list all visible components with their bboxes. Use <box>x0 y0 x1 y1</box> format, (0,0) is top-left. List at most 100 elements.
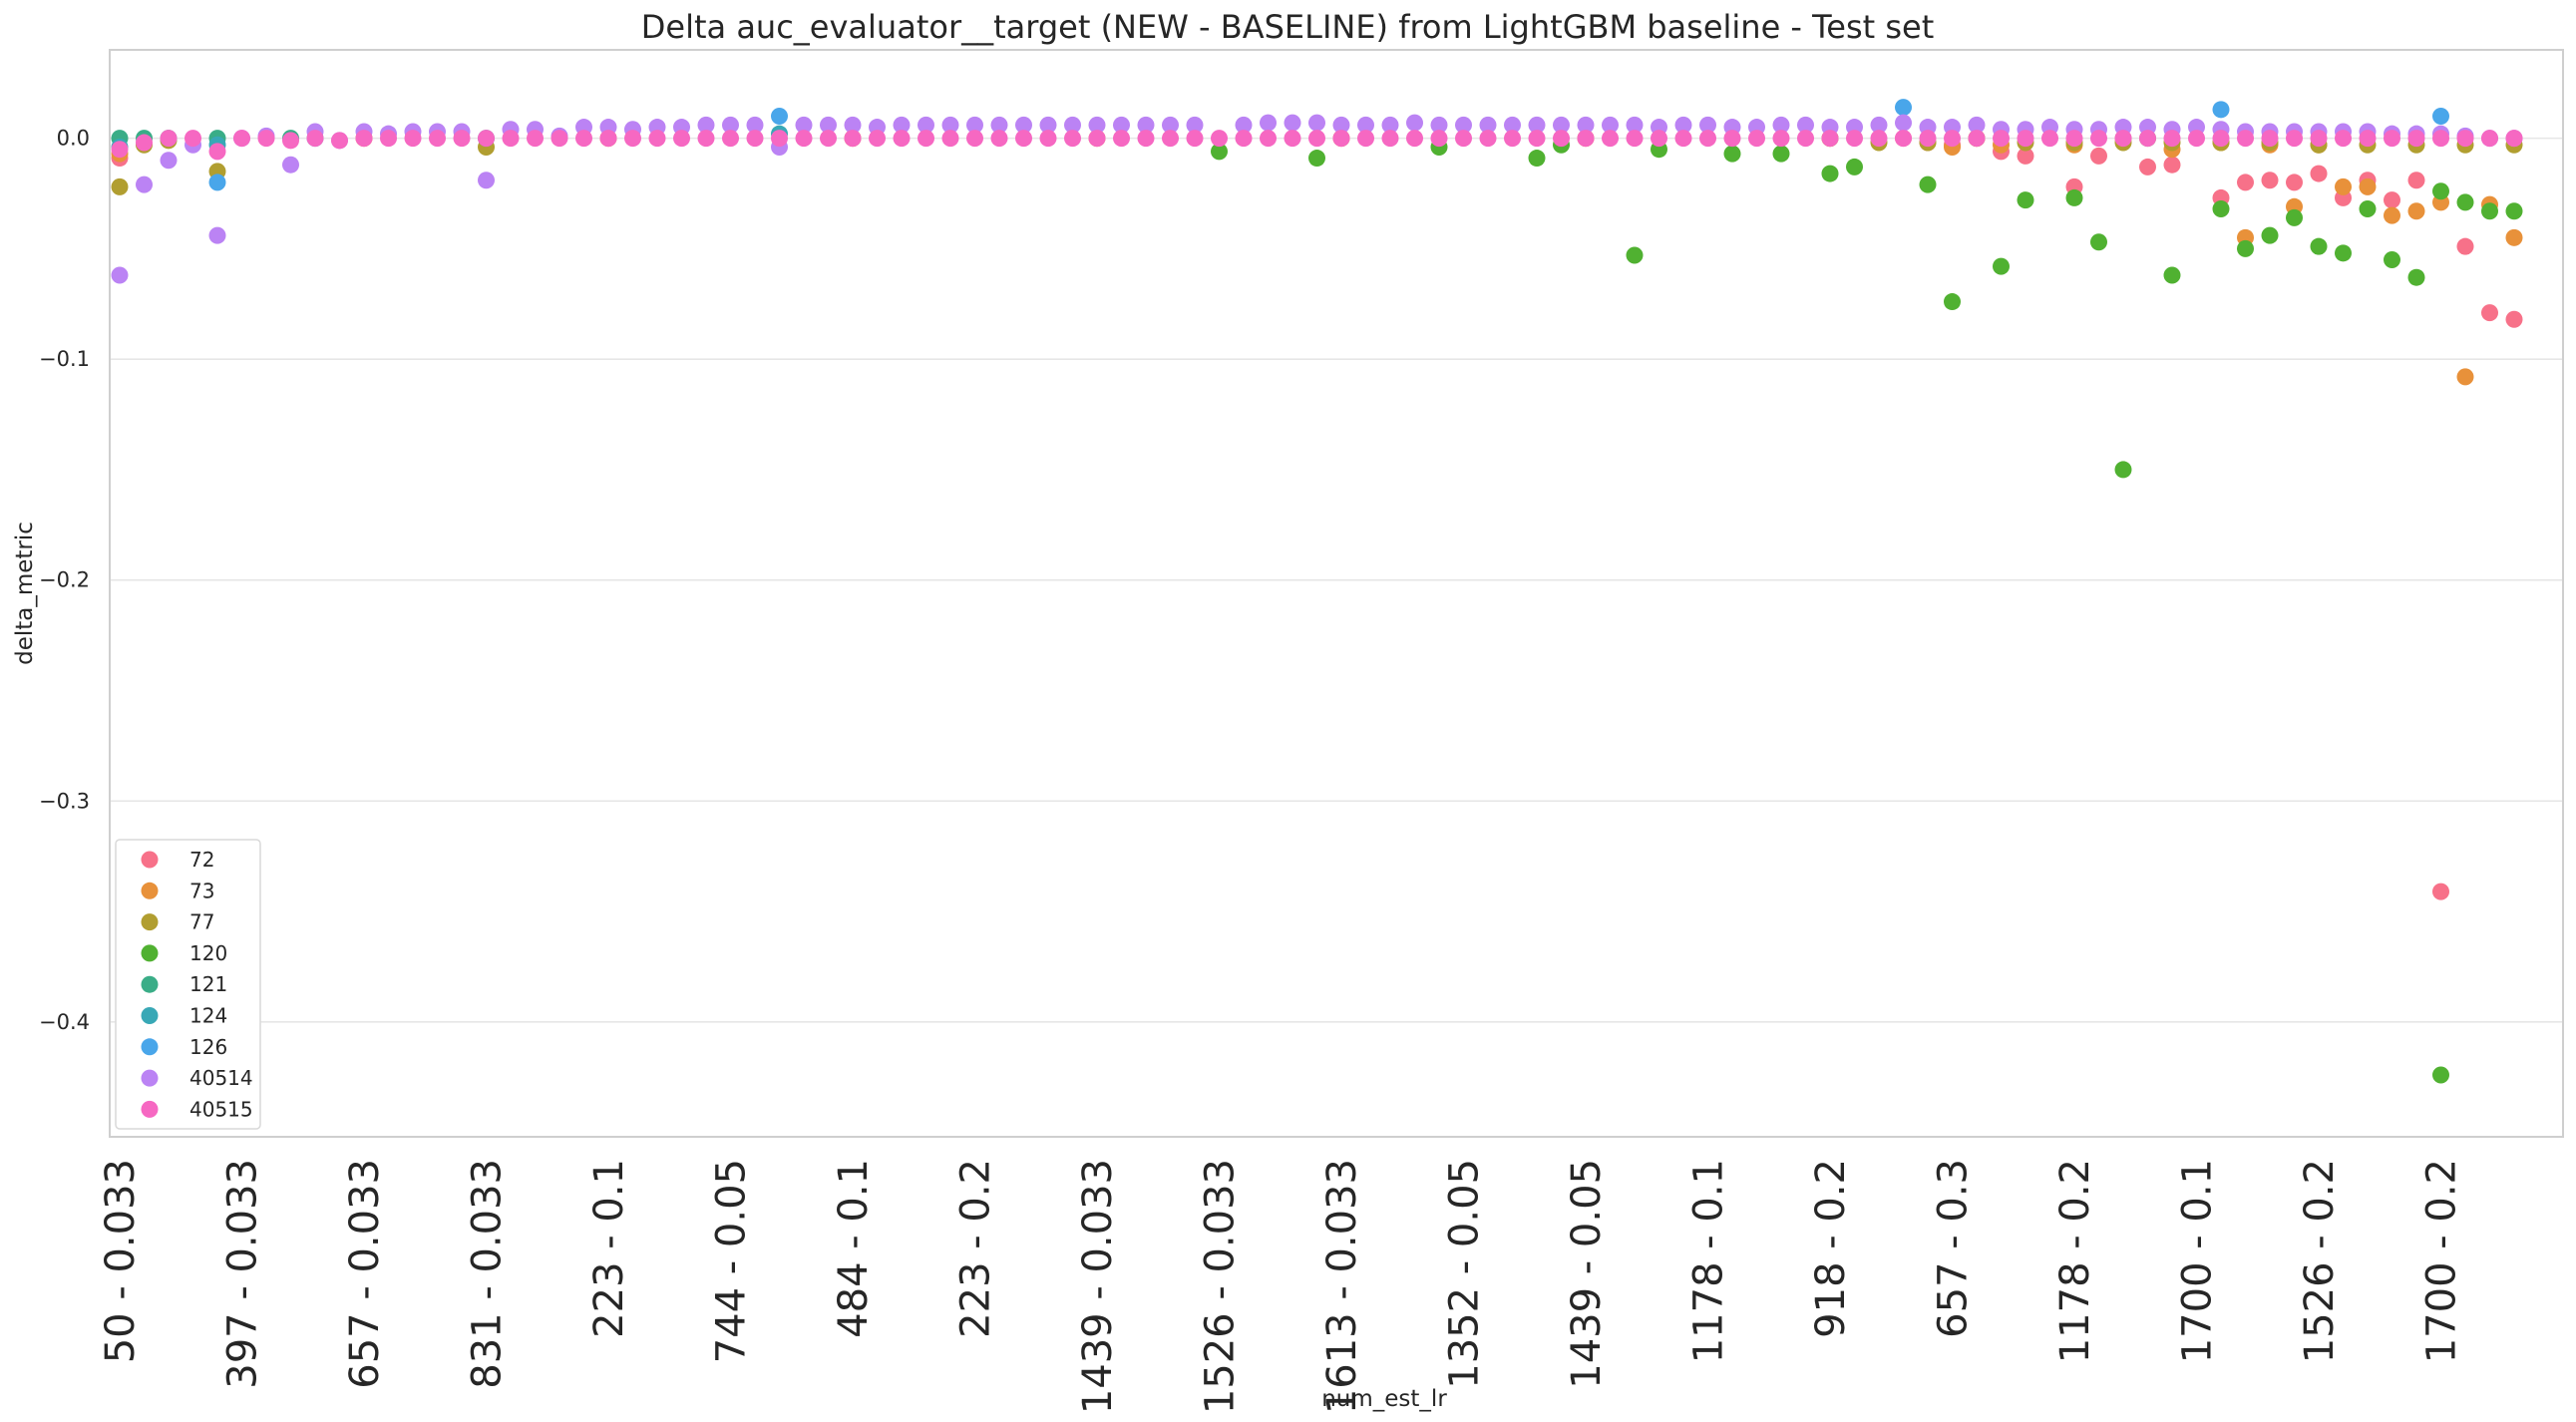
data-point <box>1504 130 1521 148</box>
data-point <box>1430 116 1448 134</box>
data-point <box>2090 233 2107 251</box>
data-point <box>2017 191 2034 209</box>
data-point <box>1748 130 1765 148</box>
data-point <box>1504 116 1521 134</box>
data-point <box>1699 116 1716 134</box>
data-point <box>1895 114 1912 132</box>
data-point <box>795 130 813 148</box>
data-point <box>1088 130 1106 148</box>
data-point <box>1406 114 1423 132</box>
data-point <box>1015 116 1032 134</box>
data-point <box>111 141 129 159</box>
data-point <box>1528 130 1546 148</box>
data-point <box>2017 147 2034 165</box>
data-point <box>2261 226 2279 244</box>
data-point <box>2456 130 2474 148</box>
legend-marker <box>141 851 159 869</box>
data-point <box>2163 156 2181 174</box>
series-120 <box>1211 130 2523 1084</box>
data-point <box>478 130 495 148</box>
legend-marker <box>141 1069 159 1087</box>
x-tick-label: 744 - 0.05 <box>709 1159 755 1363</box>
data-point <box>2163 130 2181 148</box>
data-point <box>966 130 983 148</box>
data-point <box>1332 116 1350 134</box>
data-point <box>1626 130 1644 148</box>
data-point <box>2432 182 2449 200</box>
legend-marker <box>141 1100 159 1118</box>
data-point <box>2163 266 2181 284</box>
data-point <box>1674 130 1692 148</box>
data-point <box>2212 130 2230 148</box>
data-point <box>1406 130 1423 148</box>
data-point <box>990 130 1008 148</box>
data-point <box>306 130 324 148</box>
data-point <box>2286 208 2303 226</box>
data-point <box>820 116 837 134</box>
data-point <box>1357 116 1374 134</box>
data-point <box>2384 206 2400 224</box>
legend-marker <box>141 944 159 962</box>
x-tick-label: 1178 - 0.1 <box>1686 1159 1732 1363</box>
y-axis-label: delta_metric <box>12 522 38 665</box>
data-point <box>2481 130 2498 148</box>
data-point <box>844 116 862 134</box>
data-point <box>1308 114 1325 132</box>
data-point <box>1039 130 1057 148</box>
data-point <box>282 156 299 174</box>
data-point <box>2432 1066 2449 1084</box>
data-point <box>2384 191 2400 209</box>
x-tick-label: 1439 - 0.033 <box>1075 1159 1121 1414</box>
data-point <box>648 130 666 148</box>
legend-entry: 77 <box>189 910 214 934</box>
data-point <box>990 116 1008 134</box>
x-tick-label: 1178 - 0.2 <box>2052 1159 2098 1363</box>
series-72 <box>111 130 2523 900</box>
data-point <box>2212 200 2230 218</box>
data-point <box>918 130 934 148</box>
data-point <box>1846 130 1863 148</box>
y-tick-label: 0.0 <box>57 127 90 151</box>
x-tick-label: 657 - 0.3 <box>1931 1159 1977 1338</box>
data-point <box>1919 176 1937 193</box>
data-point <box>111 266 129 284</box>
legend-entry: 126 <box>189 1035 227 1059</box>
data-point <box>2432 130 2449 148</box>
data-point <box>2456 237 2474 255</box>
data-point <box>1162 116 1179 134</box>
data-point <box>2188 130 2205 148</box>
data-point <box>2505 310 2523 328</box>
data-point <box>208 226 226 244</box>
legend-entry: 40514 <box>189 1066 253 1090</box>
plot-area-frame <box>109 49 2564 1138</box>
y-axis-ticks: 0.0 −0.1 −0.2 −0.3 −0.4 <box>39 127 90 1034</box>
y-tick-label: −0.1 <box>39 347 90 371</box>
data-point <box>673 130 690 148</box>
data-point <box>478 172 495 189</box>
data-point <box>1455 130 1472 148</box>
data-point <box>2407 202 2425 220</box>
data-point <box>1260 130 1277 148</box>
data-point <box>2286 174 2303 191</box>
data-point <box>697 116 715 134</box>
chart-title: Delta auc_evaluator__target (NEW - BASEL… <box>641 8 1934 46</box>
data-point <box>453 130 471 148</box>
data-point <box>1674 116 1692 134</box>
data-point <box>1235 116 1253 134</box>
data-point <box>1113 130 1130 148</box>
data-point <box>1651 130 1667 148</box>
data-point <box>1577 130 1595 148</box>
x-tick-label: 223 - 0.2 <box>953 1159 999 1338</box>
data-point <box>1186 130 1204 148</box>
data-point <box>918 116 934 134</box>
x-tick-label: 50 - 0.033 <box>98 1159 144 1363</box>
x-tick-label: 1526 - 0.2 <box>2297 1159 2343 1363</box>
data-point <box>404 130 422 148</box>
data-point <box>1723 145 1741 163</box>
data-point <box>2359 200 2377 218</box>
x-tick-label: 831 - 0.033 <box>465 1159 511 1389</box>
data-point <box>1797 116 1814 134</box>
data-point <box>331 132 348 150</box>
data-point <box>575 130 592 148</box>
